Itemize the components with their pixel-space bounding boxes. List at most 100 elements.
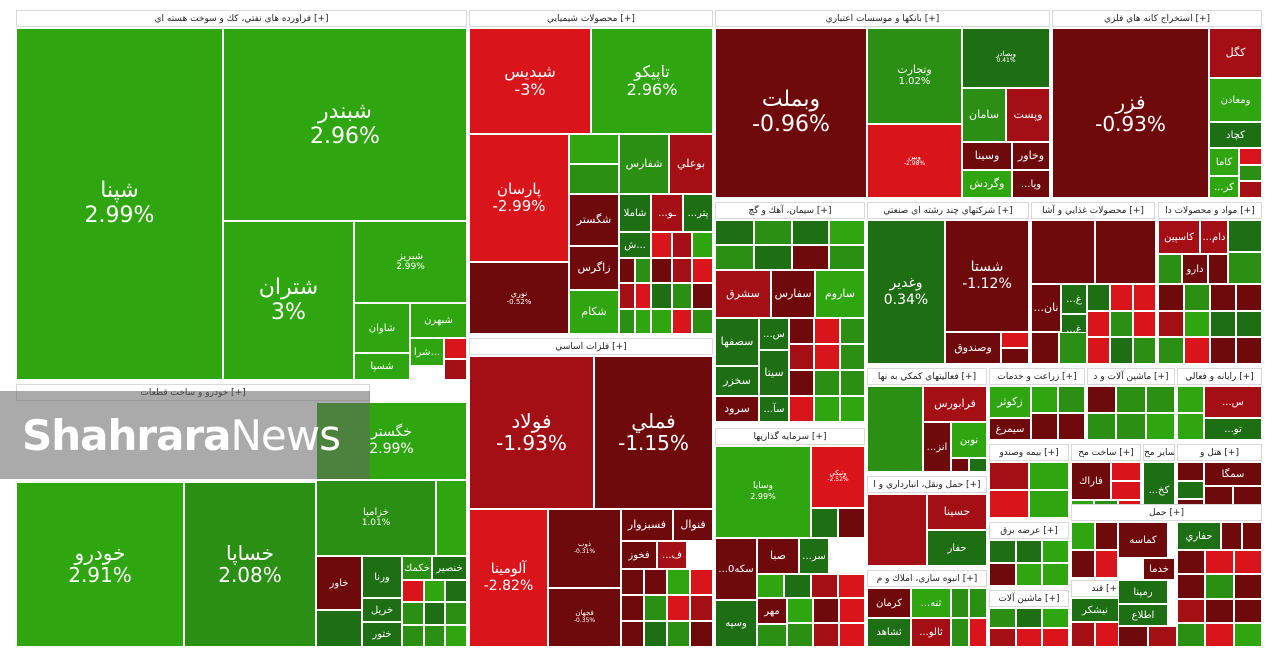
stock-tile-small[interactable] [951, 588, 969, 618]
stock-tile[interactable]: وتجارت 1.02% [867, 28, 962, 124]
stock-tile[interactable]: ثشاهد [867, 618, 911, 647]
stock-tile-small[interactable] [1110, 310, 1133, 338]
stock-tile-small[interactable] [838, 508, 865, 538]
stock-tile[interactable]: شاوان [354, 303, 410, 353]
stock-tile-small[interactable] [1239, 164, 1262, 182]
stock-tile-small[interactable] [651, 283, 672, 309]
stock-tile[interactable]: زكوثر [989, 386, 1031, 418]
stock-tile[interactable]: ...دام [1200, 220, 1228, 254]
stock-tile[interactable]: نوري -0.52% [469, 262, 569, 334]
stock-tile-small[interactable] [989, 563, 1016, 586]
stock-tile-small[interactable] [969, 588, 987, 618]
stock-tile-small[interactable] [1205, 598, 1234, 623]
stock-tile-small[interactable] [1058, 413, 1085, 440]
stock-tile[interactable]: شبهرن [410, 303, 467, 338]
stock-tile-small[interactable] [635, 308, 651, 334]
stock-tile[interactable]: شسپا [354, 353, 410, 380]
stock-tile[interactable]: كرمان [867, 588, 911, 618]
stock-tile-small[interactable] [651, 232, 672, 258]
stock-tile-small[interactable] [787, 598, 813, 623]
stock-tile-small[interactable] [1095, 622, 1119, 647]
stock-tile-small[interactable] [1116, 413, 1146, 440]
stock-tile[interactable]: حفاري [1177, 522, 1221, 550]
stock-tile[interactable]: ...سر [799, 538, 829, 574]
stock-tile[interactable]: وسپه [715, 600, 757, 647]
stock-tile-small[interactable] [1233, 598, 1262, 623]
stock-tile-small[interactable] [671, 283, 693, 309]
sector-title[interactable]: فعاليتهاي كمكي به نها [+] [867, 368, 987, 385]
stock-tile-small[interactable] [951, 458, 969, 472]
stock-tile[interactable]: سفارس [771, 270, 815, 318]
sector-title[interactable]: محصولات شيميايي [+] [469, 10, 713, 27]
stock-tile[interactable]: ...ثنه [911, 588, 951, 618]
stock-tile-small[interactable] [423, 602, 446, 625]
stock-tile-small[interactable] [635, 258, 651, 284]
stock-tile-small[interactable] [989, 627, 1016, 647]
stock-tile[interactable]: فزر -0.93% [1052, 28, 1209, 198]
stock-tile[interactable]: شستا -1.12% [945, 220, 1029, 332]
stock-tile[interactable]: فولاد -1.93% [469, 356, 594, 509]
stock-tile[interactable]: كماسه [1118, 522, 1168, 558]
stock-tile[interactable]: وصندوق [945, 332, 1001, 364]
sector-title[interactable]: بانكها و موسسات اعتباري [+] [715, 10, 1050, 27]
stock-tile[interactable]: فنوال [673, 509, 713, 541]
stock-tile-small[interactable] [1184, 337, 1210, 364]
stock-tile[interactable]: ونيكي -2.52% [811, 446, 865, 508]
stock-tile[interactable]: ...كر [1209, 176, 1239, 198]
stock-tile[interactable]: صبا [757, 538, 799, 574]
stock-tile-small[interactable] [316, 610, 362, 647]
stock-tile-small[interactable] [1177, 550, 1206, 575]
sector-title[interactable]: انبوه سازي، املاك و م [+] [867, 570, 987, 587]
stock-tile-small[interactable] [644, 595, 667, 621]
stock-tile-small[interactable] [1205, 622, 1234, 647]
stock-tile-small[interactable] [690, 569, 713, 595]
stock-tile-small[interactable] [1210, 284, 1236, 311]
stock-tile[interactable]: خاور [316, 556, 362, 610]
stock-tile-small[interactable] [692, 283, 713, 309]
stock-tile[interactable]: خكمك [402, 556, 432, 580]
stock-tile-small[interactable] [1001, 348, 1029, 364]
sector-title[interactable]: ماشين آلات و د [+] [1087, 368, 1175, 385]
stock-tile-small[interactable] [1031, 413, 1058, 440]
stock-tile-small[interactable] [792, 245, 829, 270]
stock-tile-small[interactable] [671, 232, 693, 258]
stock-tile-small[interactable] [838, 574, 865, 598]
stock-tile-small[interactable] [1001, 332, 1029, 348]
sector-title[interactable]: ساير مح [+] [1143, 444, 1175, 461]
stock-tile-small[interactable] [1058, 386, 1085, 413]
stock-tile[interactable]: شرا... [410, 338, 444, 366]
stock-tile[interactable]: وپست [1006, 88, 1050, 142]
stock-tile[interactable]: سامان [962, 88, 1006, 142]
sector-title[interactable]: حمل [+] [1071, 504, 1262, 521]
stock-tile-small[interactable] [989, 540, 1016, 563]
stock-tile-small[interactable] [436, 480, 467, 556]
stock-tile-small[interactable] [690, 621, 713, 647]
stock-tile-small[interactable] [692, 308, 713, 334]
stock-tile-small[interactable] [757, 574, 784, 598]
stock-tile-small[interactable] [445, 580, 467, 603]
stock-tile[interactable]: شكام [569, 290, 619, 334]
stock-tile-small[interactable] [1087, 337, 1110, 364]
sector-title[interactable]: عرضه برق [+] [989, 522, 1069, 539]
stock-tile-small[interactable] [1177, 462, 1204, 481]
stock-tile-small[interactable] [789, 370, 815, 396]
stock-tile-small[interactable] [989, 608, 1016, 628]
stock-tile-small[interactable] [839, 370, 865, 396]
stock-tile[interactable]: فاراك [1071, 462, 1111, 500]
stock-tile-small[interactable] [651, 257, 672, 283]
stock-tile-small[interactable] [1145, 413, 1175, 440]
stock-tile-small[interactable] [402, 602, 424, 625]
stock-tile-small[interactable] [787, 622, 813, 647]
stock-tile-small[interactable] [1071, 622, 1095, 647]
stock-tile[interactable]: كگل [1209, 28, 1262, 78]
stock-tile-small[interactable] [671, 257, 693, 283]
stock-tile-small[interactable] [1042, 540, 1069, 563]
stock-tile-small[interactable] [792, 220, 829, 245]
stock-tile[interactable]: زاگرس [569, 246, 619, 290]
stock-tile-small[interactable] [692, 232, 713, 258]
stock-tile-small[interactable] [1208, 254, 1228, 284]
stock-tile-small[interactable] [1015, 540, 1043, 563]
stock-tile-small[interactable] [1111, 481, 1141, 500]
stock-tile-small[interactable] [969, 617, 987, 647]
stock-tile-small[interactable] [667, 569, 690, 595]
